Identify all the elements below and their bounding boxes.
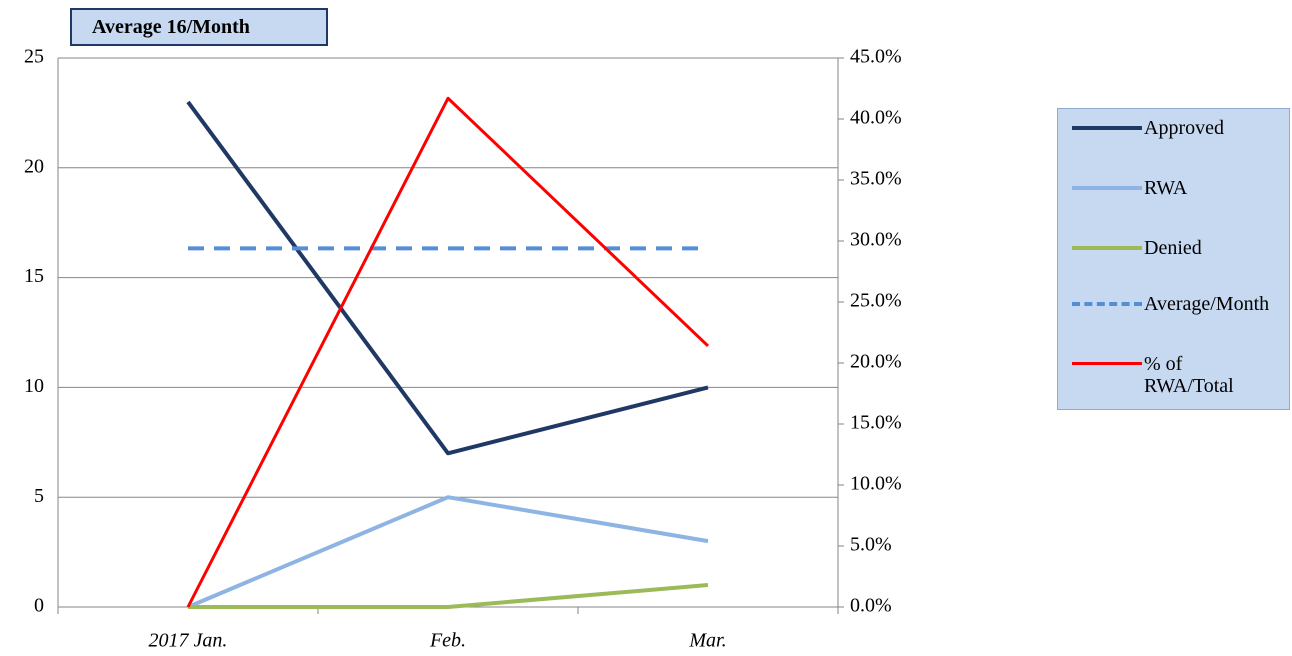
legend-label: Approved xyxy=(1144,117,1224,139)
legend-item: % of RWA/Total xyxy=(1072,353,1274,397)
y2-tick-label: 25.0% xyxy=(850,290,902,312)
legend-label: Average/Month xyxy=(1144,293,1270,315)
y-tick-label: 20 xyxy=(24,155,44,177)
legend: Approved RWA Denied Average/Month % of RWA/T… xyxy=(1057,108,1290,410)
y2-tick-label: 20.0% xyxy=(850,351,902,373)
y2-tick-label: 5.0% xyxy=(850,534,892,556)
legend-label: Denied xyxy=(1144,237,1202,259)
y-tick-label: 10 xyxy=(24,375,44,397)
legend-swatch xyxy=(1072,177,1144,197)
y2-tick-label: 15.0% xyxy=(850,412,902,434)
legend-line xyxy=(1072,186,1142,190)
x-tick-label: Feb. xyxy=(429,630,466,652)
legend-label: RWA xyxy=(1144,177,1188,199)
legend-swatch xyxy=(1072,117,1144,137)
legend-item: Approved xyxy=(1072,117,1274,139)
y2-tick-label: 45.0% xyxy=(850,46,902,68)
legend-swatch xyxy=(1072,353,1144,373)
legend-item: Denied xyxy=(1072,237,1274,259)
y-tick-label: 5 xyxy=(34,485,44,507)
y2-tick-label: 0.0% xyxy=(850,595,892,617)
x-tick-label: Mar. xyxy=(688,630,726,652)
y2-tick-label: 30.0% xyxy=(850,229,902,251)
x-tick-label: 2017 Jan. xyxy=(149,630,228,652)
series-line xyxy=(188,583,709,609)
legend-item: Average/Month xyxy=(1072,293,1274,315)
y-tick-label: 25 xyxy=(24,46,44,68)
y2-tick-label: 40.0% xyxy=(850,107,902,129)
legend-line xyxy=(1072,302,1142,306)
legend-swatch xyxy=(1072,293,1144,313)
series-line xyxy=(187,495,709,609)
y2-tick-label: 10.0% xyxy=(850,473,902,495)
y-tick-label: 15 xyxy=(24,265,44,287)
legend-line xyxy=(1072,126,1142,130)
series-line xyxy=(186,96,710,608)
legend-item: RWA xyxy=(1072,177,1274,199)
chart-title: Average 16/Month xyxy=(70,8,328,46)
legend-line xyxy=(1072,246,1142,250)
y-tick-label: 0 xyxy=(34,595,44,617)
legend-label: % of RWA/Total xyxy=(1144,353,1234,397)
series-line xyxy=(186,100,709,456)
legend-swatch xyxy=(1072,237,1144,257)
y2-tick-label: 35.0% xyxy=(850,168,902,190)
legend-line xyxy=(1072,362,1142,365)
